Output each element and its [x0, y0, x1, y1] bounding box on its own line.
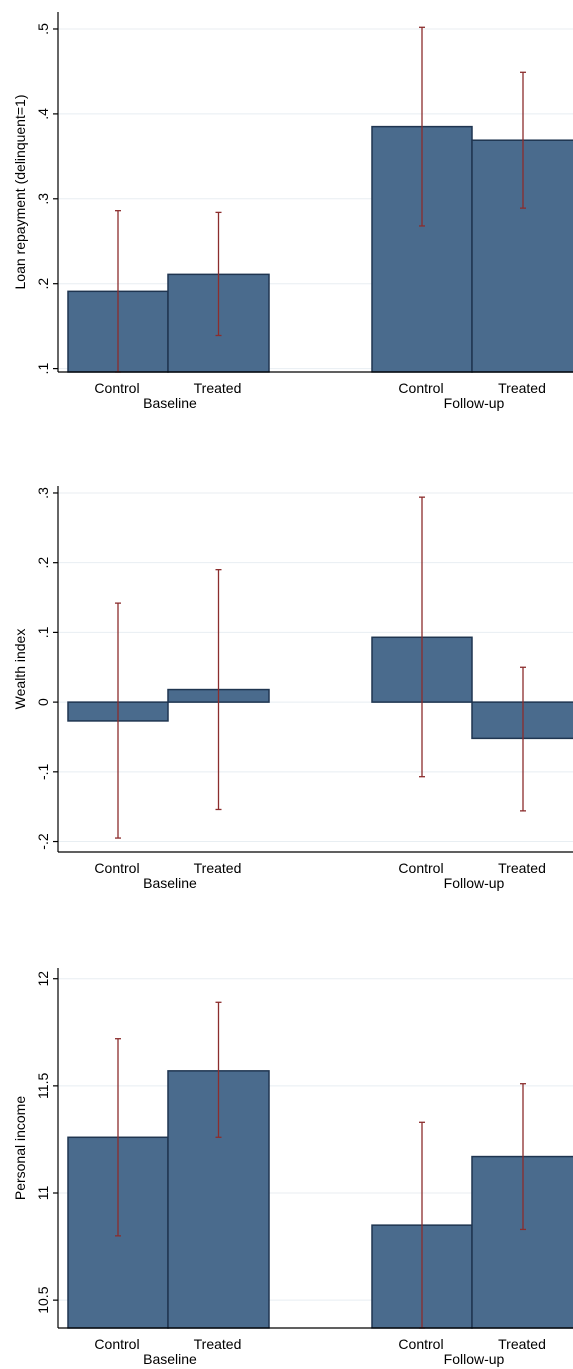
x-category-label: Treated — [194, 860, 242, 876]
chart-panel-3: 10.5 11 11.5 12 Personal income Control Treate… — [12, 968, 573, 1367]
error-bar — [115, 602, 121, 839]
x-category-label: Treated — [194, 380, 242, 396]
error-bar — [419, 26, 425, 227]
x-group-label: Follow-up — [444, 1351, 505, 1367]
x-category-label: Treated — [194, 1336, 242, 1352]
y-tick-label: .2 — [35, 278, 51, 290]
x-group-label: Follow-up — [444, 875, 505, 891]
chart-panel-2: -.2 -.1 0 .1 .2 .3 Wealth index Control Treated C… — [12, 486, 573, 891]
x-category-label: Control — [94, 1336, 139, 1352]
error-bar — [215, 569, 222, 811]
x-category-label: Control — [398, 380, 443, 396]
y-axis-label: Wealth index — [12, 629, 28, 710]
x-category-label: Control — [94, 860, 139, 876]
y-tick-label: 10.5 — [35, 1286, 51, 1313]
x-category-label: Treated — [498, 1336, 546, 1352]
y-tick-label: .1 — [35, 626, 51, 638]
y-axis-label: Personal income — [12, 1096, 28, 1200]
x-category-label: Control — [398, 860, 443, 876]
error-bar — [520, 71, 526, 209]
y-tick-label: 11.5 — [35, 1073, 51, 1099]
error-bar — [520, 1083, 526, 1231]
y-tick-label: -.1 — [35, 763, 51, 780]
x-category-label: Treated — [498, 380, 546, 396]
x-group-label: Baseline — [143, 875, 197, 891]
y-tick-label: .4 — [35, 108, 51, 120]
error-bar — [215, 1001, 222, 1138]
y-tick-label: -.2 — [35, 833, 51, 850]
chart-panel-1: .1 .2 .3 .4 .5 Loan repayment (delinquent=1) C… — [12, 12, 573, 411]
x-group-label: Follow-up — [444, 395, 505, 411]
error-bar — [215, 211, 222, 337]
error-bar — [520, 666, 526, 812]
y-axis-label: Loan repayment (delinquent=1) — [12, 95, 28, 290]
y-tick-label: 12 — [35, 971, 51, 987]
x-category-label: Treated — [498, 860, 546, 876]
y-tick-label: .1 — [35, 363, 51, 375]
y-tick-label: .5 — [35, 23, 51, 35]
y-tick-label: .3 — [35, 487, 51, 499]
y-tick-label: .3 — [35, 193, 51, 205]
x-category-label: Control — [398, 1336, 443, 1352]
x-group-label: Baseline — [143, 1351, 197, 1367]
x-category-label: Control — [94, 380, 139, 396]
error-bar — [115, 1038, 121, 1237]
x-group-label: Baseline — [143, 395, 197, 411]
y-tick-label: .2 — [35, 557, 51, 569]
error-bar — [419, 496, 425, 778]
y-tick-label: 11 — [35, 1186, 51, 1201]
y-tick-label: 0 — [35, 698, 51, 706]
